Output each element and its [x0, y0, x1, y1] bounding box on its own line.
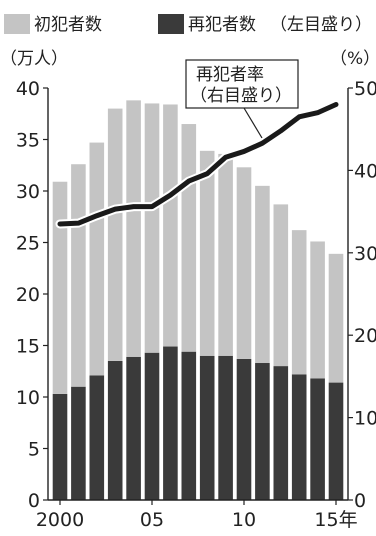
bar-repeat-offenders: [236, 358, 252, 500]
bar-first-offenders: [310, 241, 325, 379]
line-annotation-leader: [243, 107, 263, 139]
bar-first-offenders: [144, 103, 160, 353]
left-tick-label: 15: [16, 336, 40, 358]
bar-first-offenders: [71, 164, 86, 387]
right-tick-label: 10: [354, 408, 376, 430]
bar-repeat-offenders: [71, 386, 86, 500]
line-annotation: 再犯者率 （右目盛り）: [185, 59, 299, 139]
bar-repeat-offenders: [126, 356, 141, 500]
bar-repeat-offenders: [181, 351, 197, 500]
bar-first-offenders: [328, 253, 344, 383]
left-tick-label: 5: [28, 439, 40, 461]
left-tick-label: 10: [16, 387, 40, 409]
right-tick-label: 0: [354, 490, 366, 512]
right-tick-label: 30: [354, 243, 376, 265]
legend-left-scale-note: （左目盛り）: [270, 15, 372, 35]
x-tick-label: 05: [140, 509, 164, 531]
line-annotation-title: 再犯者率: [196, 65, 264, 85]
bar-first-offenders: [52, 181, 68, 394]
bar-first-offenders: [181, 124, 197, 352]
bar-first-offenders: [255, 185, 270, 364]
bar-first-offenders: [89, 142, 105, 376]
bar-first-offenders: [218, 153, 233, 356]
x-tick-label: 10: [232, 509, 256, 531]
line-annotation-box: [185, 59, 299, 109]
right-tick-label: 50: [354, 78, 376, 100]
left-tick-label: 35: [16, 130, 40, 152]
left-tick-label: 20: [16, 284, 40, 306]
bar-repeat-offenders: [163, 346, 178, 500]
bar-repeat-offenders: [199, 355, 215, 500]
legend-swatch-repeat-offenders: [158, 14, 184, 34]
bar-first-offenders: [107, 108, 123, 361]
left-axis-unit-label: （万人）: [0, 49, 68, 69]
legend-swatch-first-offenders: [4, 14, 30, 34]
bar-first-offenders: [199, 150, 215, 356]
bar-repeat-offenders: [255, 363, 270, 500]
bar-repeat-offenders: [291, 374, 307, 500]
legend-label-first-offenders: 初犯者数: [34, 15, 102, 35]
line-annotation-scale-note: （右目盛り）: [190, 86, 292, 106]
right-tick-label: 20: [354, 325, 376, 347]
bar-repeat-offenders: [310, 378, 325, 500]
x-tick-label: 15年: [314, 509, 357, 531]
bar-repeat-offenders: [273, 366, 289, 500]
bar-repeat-offenders: [107, 360, 123, 500]
right-tick-label: 40: [354, 160, 376, 182]
bar-first-offenders: [291, 230, 307, 375]
legend: 初犯者数 再犯者数 （左目盛り）: [4, 14, 372, 35]
left-tick-label: 0: [28, 490, 40, 512]
left-tick-label: 25: [16, 233, 40, 255]
bar-first-offenders: [273, 204, 289, 367]
bar-repeat-offenders: [89, 375, 105, 500]
right-axis-unit-label: （%）: [330, 49, 376, 69]
bar-first-offenders: [126, 100, 141, 357]
bar-repeat-offenders: [328, 382, 344, 500]
left-tick-label: 30: [16, 181, 40, 203]
x-tick-label: 2000: [36, 509, 84, 531]
bar-repeat-offenders: [218, 355, 233, 500]
bar-first-offenders: [236, 167, 252, 359]
legend-label-repeat-offenders: 再犯者数: [188, 15, 256, 35]
bar-repeat-offenders: [144, 352, 160, 500]
bar-repeat-offenders: [52, 393, 68, 500]
left-tick-label: 40: [16, 78, 40, 100]
rate-line: [57, 101, 339, 227]
bar-first-offenders: [163, 104, 178, 347]
